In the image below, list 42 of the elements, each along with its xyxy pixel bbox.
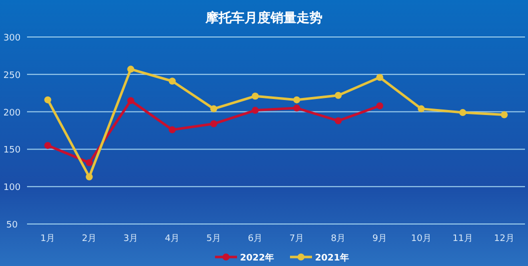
point (459, 109, 466, 116)
x-tick-label: 7月 (289, 234, 304, 244)
point (44, 96, 52, 104)
y-tick-label: 150 (3, 146, 21, 156)
point (127, 97, 134, 104)
point (168, 78, 176, 85)
point (252, 106, 259, 114)
y-tick-label: 100 (3, 183, 21, 194)
y-tick-label: 200 (3, 108, 21, 118)
point (252, 92, 259, 100)
point (376, 102, 384, 110)
point (418, 105, 425, 112)
point (334, 117, 342, 124)
y-tick-label: 250 (3, 70, 21, 81)
x-tick-label: 4月 (164, 234, 180, 244)
point (210, 120, 218, 128)
x-tick-label: 3月 (123, 234, 138, 244)
legend-label: 2022年 (240, 252, 274, 264)
point (293, 104, 300, 112)
point (334, 92, 342, 99)
point (376, 74, 384, 81)
x-tick-label: 2月 (82, 234, 97, 244)
point (44, 142, 52, 149)
point (127, 66, 134, 73)
point (86, 173, 93, 180)
point (293, 96, 300, 104)
point (86, 159, 93, 166)
x-tick-label: 10月 (411, 234, 432, 244)
x-tick-label: 11月 (452, 234, 473, 244)
point (500, 111, 508, 118)
legend-label: 2021年 (315, 252, 350, 264)
x-tick-label: 6月 (248, 234, 263, 244)
y-tick-label: 50 (6, 220, 18, 230)
x-tick-label: 1月 (40, 234, 56, 244)
y-tick-label: 300 (3, 34, 21, 44)
x-tick-label: 8月 (330, 234, 346, 244)
chart-title: 摩托车月度销量走势 (204, 10, 322, 26)
x-tick-label: 9月 (372, 234, 388, 244)
point (210, 105, 218, 112)
point (168, 126, 176, 134)
x-tick-label: 12月 (494, 234, 514, 244)
x-tick-label: 5月 (206, 234, 222, 244)
